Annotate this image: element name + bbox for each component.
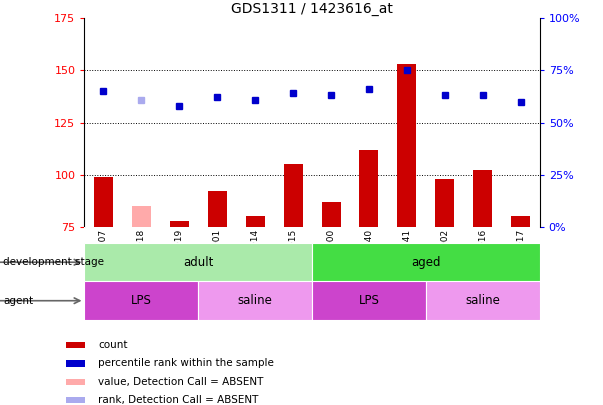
Text: GSM73002: GSM73002 [440, 229, 449, 278]
Bar [132, 206, 151, 227]
Bar [207, 191, 227, 227]
Bar [435, 179, 454, 227]
Text: GSM73000: GSM73000 [326, 229, 335, 278]
Text: GSM72507: GSM72507 [99, 229, 108, 278]
Bar [66, 379, 85, 385]
Text: rank, Detection Call = ABSENT: rank, Detection Call = ABSENT [98, 395, 259, 405]
Text: GSM73016: GSM73016 [478, 229, 487, 278]
Text: GSM73341: GSM73341 [402, 229, 411, 278]
Bar [359, 149, 379, 227]
Text: GSM73018: GSM73018 [137, 229, 146, 278]
Text: agent: agent [3, 296, 33, 306]
Text: LPS: LPS [131, 294, 152, 307]
Text: LPS: LPS [359, 294, 379, 307]
Bar [245, 216, 265, 227]
Text: saline: saline [238, 294, 273, 307]
Bar [84, 281, 198, 320]
Title: GDS1311 / 1423616_at: GDS1311 / 1423616_at [231, 2, 393, 16]
Text: GSM73019: GSM73019 [175, 229, 184, 278]
Text: GSM73015: GSM73015 [289, 229, 298, 278]
Bar [473, 171, 492, 227]
Bar [66, 360, 85, 367]
Text: value, Detection Call = ABSENT: value, Detection Call = ABSENT [98, 377, 264, 387]
Text: adult: adult [183, 256, 213, 269]
Bar [94, 177, 113, 227]
Bar [312, 281, 426, 320]
Text: GSM73014: GSM73014 [251, 229, 260, 278]
Bar [84, 243, 312, 281]
Bar [66, 342, 85, 348]
Text: saline: saline [466, 294, 500, 307]
Bar [198, 281, 312, 320]
Text: development stage: development stage [3, 257, 104, 267]
Bar [511, 216, 530, 227]
Text: count: count [98, 340, 128, 350]
Bar [397, 64, 417, 227]
Text: GSM73017: GSM73017 [516, 229, 525, 278]
Bar [321, 202, 341, 227]
Text: percentile rank within the sample: percentile rank within the sample [98, 358, 274, 369]
Text: aged: aged [411, 256, 441, 269]
Bar [426, 281, 540, 320]
Text: GSM73340: GSM73340 [364, 229, 373, 278]
Bar [312, 243, 540, 281]
Bar [283, 164, 303, 227]
Bar [66, 397, 85, 403]
Text: GSM73001: GSM73001 [213, 229, 222, 278]
Bar [170, 221, 189, 227]
